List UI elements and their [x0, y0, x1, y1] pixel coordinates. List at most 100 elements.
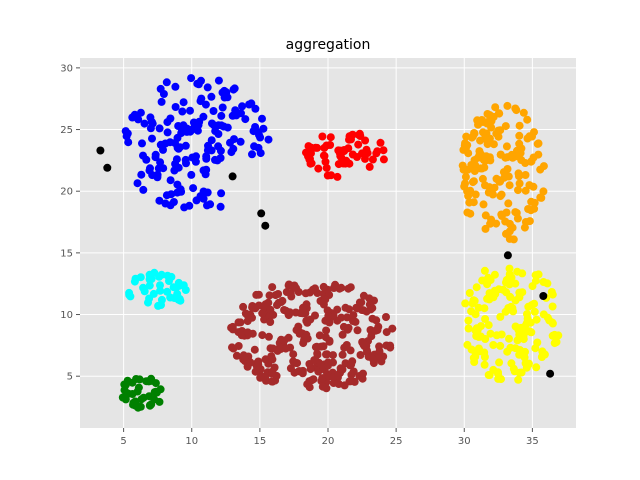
data-point [349, 311, 358, 320]
data-point [120, 380, 129, 389]
data-point [203, 146, 212, 155]
data-point [319, 151, 328, 160]
data-point [507, 359, 516, 368]
outlier-point [257, 209, 266, 218]
data-point [550, 330, 559, 339]
data-point [481, 211, 490, 220]
data-point [379, 146, 388, 155]
data-point [303, 380, 312, 389]
data-point [167, 190, 176, 199]
data-point [305, 155, 314, 164]
data-point [548, 302, 557, 311]
data-point [480, 304, 489, 313]
data-point [471, 310, 480, 319]
data-point [314, 164, 323, 173]
data-point [322, 350, 330, 359]
data-point [289, 357, 298, 366]
data-point [375, 342, 384, 351]
data-point [349, 317, 357, 326]
data-point [337, 313, 346, 322]
data-point [207, 92, 216, 101]
data-point [268, 377, 277, 386]
data-point [488, 190, 497, 199]
data-point [459, 165, 468, 174]
data-point [203, 83, 212, 92]
data-point [155, 196, 164, 205]
data-point [171, 103, 180, 111]
data-point [495, 358, 504, 367]
data-point [495, 109, 504, 118]
data-point [527, 157, 536, 166]
data-point [322, 163, 331, 172]
data-point [243, 328, 252, 337]
data-point [180, 203, 189, 212]
data-point [368, 155, 377, 164]
data-point [376, 138, 385, 147]
data-point [153, 173, 162, 182]
data-point [480, 360, 489, 369]
data-point [187, 170, 196, 179]
data-point [155, 124, 164, 133]
data-point [163, 118, 172, 127]
data-point [326, 133, 335, 142]
data-point [202, 154, 211, 163]
data-point [203, 188, 212, 197]
data-point [171, 82, 180, 91]
data-point [373, 326, 382, 334]
data-point [463, 208, 472, 217]
data-point [182, 127, 191, 136]
data-point [238, 102, 247, 111]
data-point [468, 299, 477, 308]
data-points [96, 74, 563, 412]
data-point [502, 288, 511, 297]
data-point [133, 179, 142, 188]
data-point [261, 373, 270, 382]
data-point [343, 313, 351, 322]
data-point [312, 342, 321, 351]
data-point [506, 302, 515, 311]
data-point [369, 355, 378, 364]
data-point [308, 285, 317, 294]
data-point [178, 107, 187, 116]
data-point [324, 358, 333, 367]
data-point [336, 364, 345, 373]
data-point [165, 277, 173, 285]
data-point [266, 318, 275, 326]
data-point [358, 338, 367, 347]
y-tick-label: 20 [60, 187, 73, 198]
data-point [151, 150, 160, 159]
data-point [241, 115, 250, 124]
data-point [163, 128, 172, 137]
data-point [464, 324, 473, 333]
data-point [514, 186, 522, 195]
data-point [471, 190, 480, 199]
data-point [258, 114, 266, 123]
data-point [481, 315, 490, 323]
data-point [464, 316, 473, 325]
data-point [156, 281, 164, 290]
data-point [523, 115, 532, 124]
data-point [261, 355, 270, 364]
chart-title: aggregation [286, 37, 371, 53]
data-point [155, 272, 164, 281]
data-point [163, 287, 172, 296]
data-point [521, 347, 529, 356]
data-point [464, 191, 473, 200]
data-point [214, 130, 223, 138]
data-point [136, 108, 145, 117]
data-point [322, 384, 331, 393]
x-tick-label: 20 [322, 436, 335, 447]
x-tick-label: 5 [120, 436, 126, 447]
data-point [530, 128, 538, 137]
data-point [140, 119, 149, 128]
data-point [329, 351, 337, 360]
outlier-point [546, 369, 555, 378]
outlier-point [261, 221, 270, 230]
data-point [324, 312, 333, 320]
data-point [174, 295, 183, 304]
data-point [179, 98, 188, 107]
data-point [329, 373, 338, 382]
data-point [491, 290, 500, 299]
data-point [289, 350, 298, 359]
data-point [154, 301, 163, 310]
